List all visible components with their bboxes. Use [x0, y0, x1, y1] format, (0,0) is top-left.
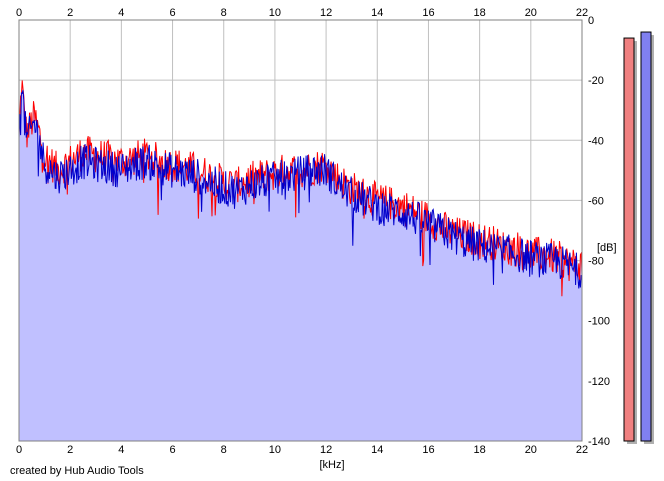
x-tick-label-bottom: 20: [525, 444, 537, 456]
x-tick-labels-bottom: 0 2 4 6 8 10 12 14 16 18 20 22: [16, 444, 588, 456]
x-tick-label-top: 20: [525, 7, 537, 19]
x-tick-label-top: 22: [576, 7, 588, 19]
x-tick-label-top: 6: [169, 7, 175, 19]
y-tick-label: 0: [588, 15, 594, 27]
y-tick-label: -80: [588, 256, 604, 268]
x-tick-label-bottom: 4: [118, 444, 124, 456]
x-tick-label-bottom: 2: [67, 444, 73, 456]
x-tick-label-top: 0: [16, 7, 22, 19]
level-meter-left: [623, 37, 635, 442]
x-tick-label-bottom: 14: [371, 444, 383, 456]
x-tick-label-top: 18: [474, 7, 486, 19]
x-tick-label-bottom: 6: [169, 444, 175, 456]
y-tick-label: -40: [588, 135, 604, 147]
x-tick-label-bottom: 12: [320, 444, 332, 456]
x-tick-label-bottom: 0: [16, 444, 22, 456]
x-tick-label-bottom: 18: [474, 444, 486, 456]
x-tick-label-bottom: 22: [576, 444, 588, 456]
y-tick-label: -100: [588, 316, 610, 328]
y-tick-label: -60: [588, 195, 604, 207]
series-line-blue: [18, 90, 583, 289]
level-meters: [623, 31, 654, 445]
credit-text: created by Hub Audio Tools: [10, 465, 144, 477]
y-tick-label: -120: [588, 376, 610, 388]
level-meter-right: [640, 31, 652, 442]
x-tick-label-top: 12: [320, 7, 332, 19]
x-tick-label-top: 2: [67, 7, 73, 19]
y-axis-label: [dB]: [597, 242, 617, 254]
plot-frame: [18, 19, 583, 442]
x-tick-label-top: 14: [371, 7, 383, 19]
x-tick-label-bottom: 8: [221, 444, 227, 456]
x-tick-label-top: 16: [422, 7, 434, 19]
x-tick-label-top: 8: [221, 7, 227, 19]
x-tick-label-bottom: 16: [422, 444, 434, 456]
x-tick-label-top: 10: [269, 7, 281, 19]
x-tick-labels-top: 0 2 4 6 8 10 12 14 16 18 20 22: [16, 7, 588, 19]
x-tick-label-bottom: 10: [269, 444, 281, 456]
x-axis-label: [kHz]: [319, 459, 344, 471]
x-tick-label-top: 4: [118, 7, 124, 19]
series-lines: [18, 80, 583, 297]
y-tick-label: -140: [588, 436, 610, 448]
y-tick-label: -20: [588, 75, 604, 87]
y-tick-labels: 0 -20 -40 -60 -80 -100 -120 -140: [588, 15, 610, 448]
